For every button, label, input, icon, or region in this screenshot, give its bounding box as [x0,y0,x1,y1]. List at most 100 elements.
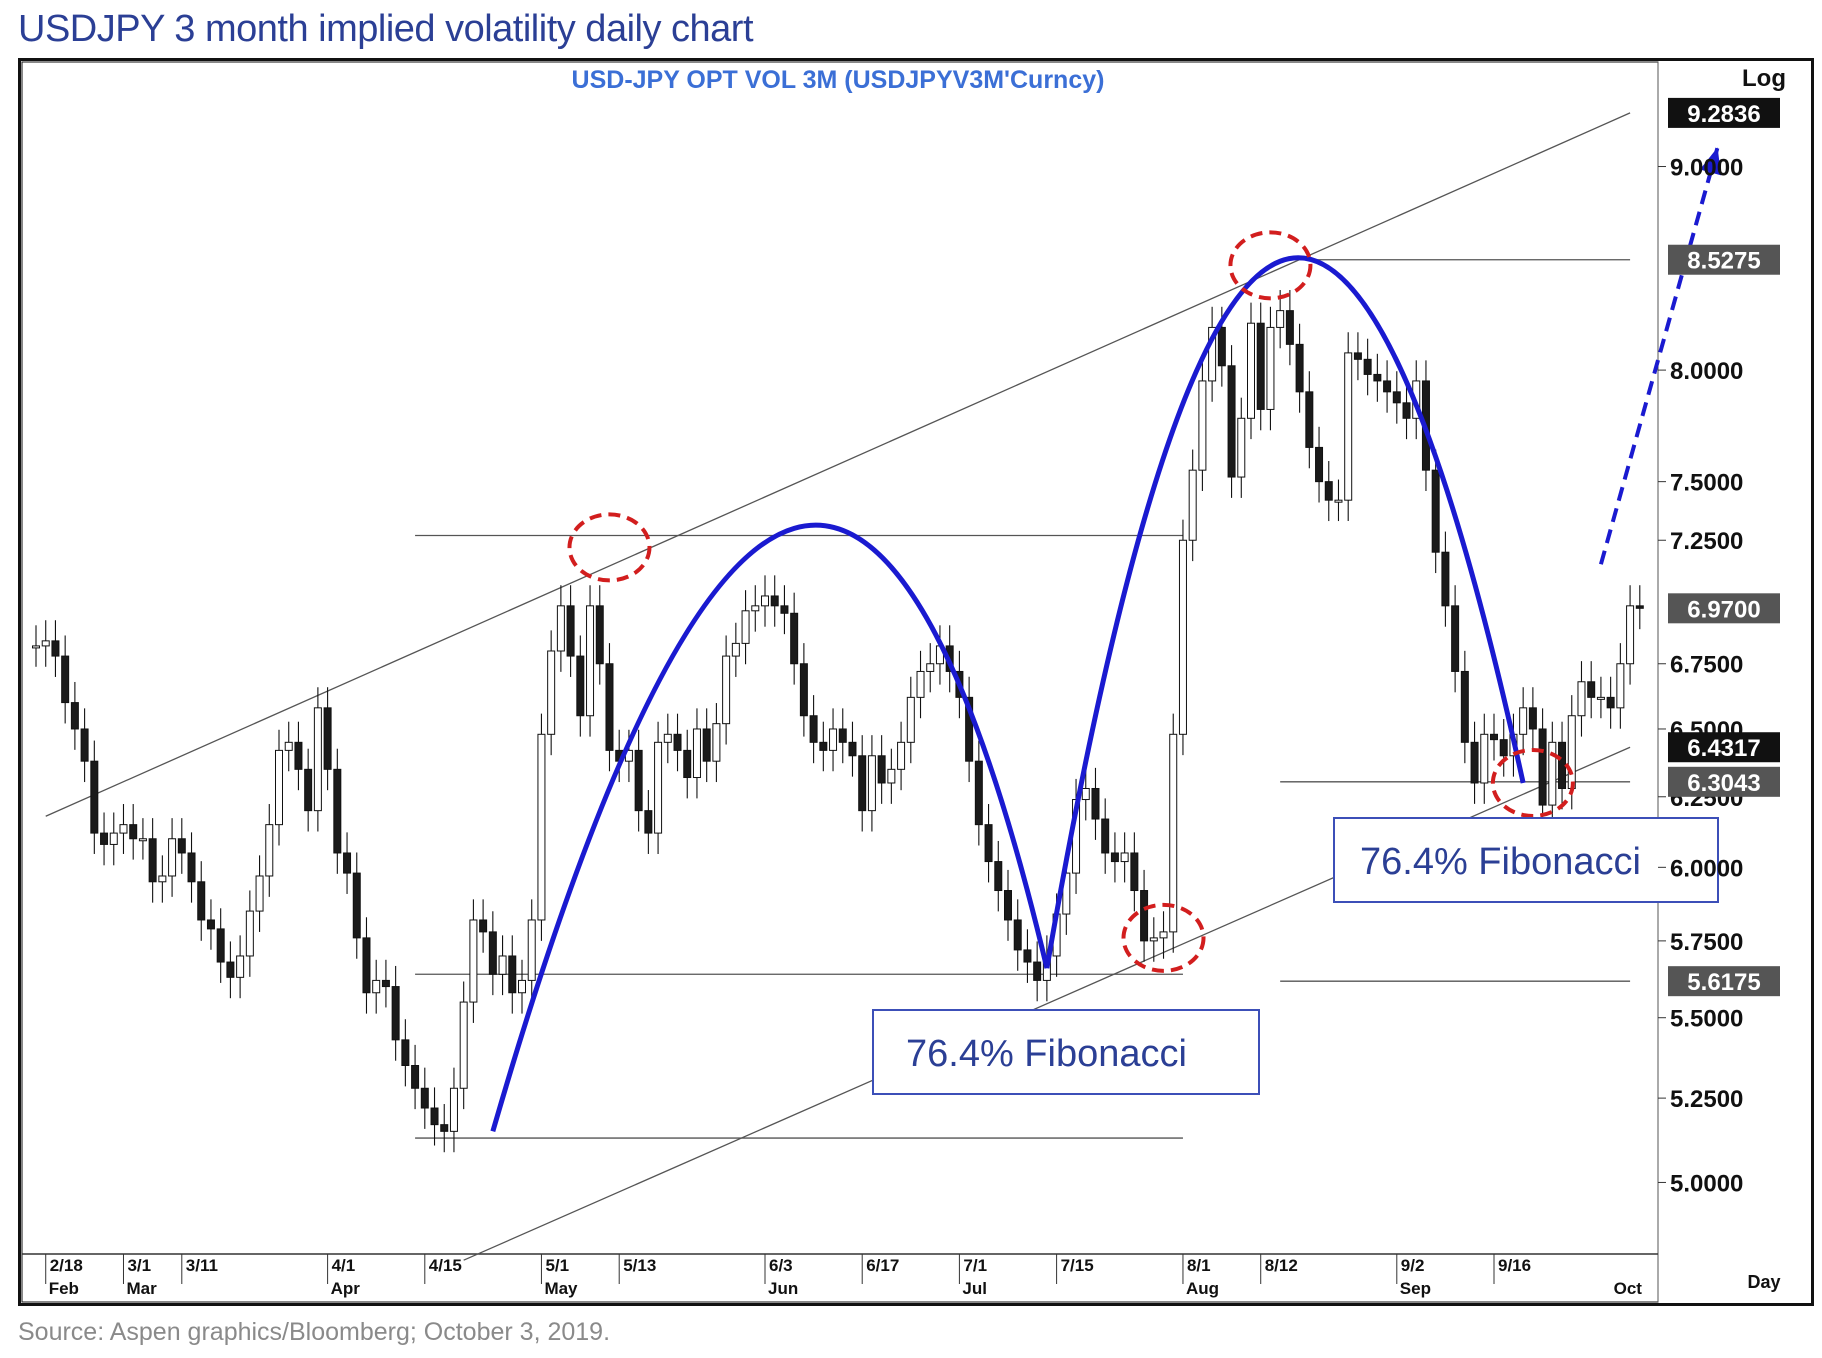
candle [41,620,50,667]
candle [498,935,507,996]
y-tick-label: 6.7500 [1670,652,1743,679]
price-label: 8.5275 [1687,248,1760,275]
projection-arrow-line [1598,146,1720,565]
candle [712,703,721,783]
candle-body-up [1334,499,1343,503]
candle [1548,721,1557,826]
candle-body-down [323,707,332,770]
candle-body-up [469,919,478,1003]
candle-body-down [1373,373,1382,382]
date-axis-layer: 2/18 3/1 3/11 4/1 4/15 5/1 5/13 6/3 6/17 7/1 7/15 8… [45,1254,1642,1298]
candle-body-down [333,768,342,854]
candle-body-down [391,986,400,1041]
y-tick-label: 5.2500 [1670,1086,1743,1113]
candle-body-down [148,838,157,883]
candle-body-down [70,702,79,730]
candle [343,832,352,894]
candle [70,681,79,750]
candle-body-up [751,605,760,612]
candle [187,832,196,903]
candle [488,911,497,996]
candle-body-down [566,605,575,657]
candle-body-up [119,824,128,834]
candle-body-up [1120,852,1129,863]
period-label: Day [1747,1272,1780,1292]
price-label: 6.4317 [1687,735,1760,762]
candle-body-up [1548,741,1557,806]
y-tick-label: 5.0000 [1670,1170,1743,1197]
x-date-label: 9/2 [1401,1256,1425,1275]
price-label-box [1668,732,1780,763]
chart-svg: 76.4% Fibonacci 76.4% Fibonacci 9.0000 8.… [18,58,1814,1306]
candle [1110,832,1119,883]
x-date-label: 3/11 [186,1256,218,1275]
candle-body-down [1402,402,1411,419]
candle [819,721,828,772]
candle [275,729,283,846]
candle [1285,290,1294,366]
candle-body-up [449,1087,458,1132]
candle-body-down [1013,919,1022,951]
pattern-arc [1044,255,1526,969]
candle [1295,323,1304,413]
fib-annotation-box-1 [872,1009,1260,1095]
candle-body-up [313,707,322,812]
candle [420,1067,429,1129]
candle [362,917,371,1014]
candle [51,620,60,677]
candle-body-up [1577,681,1586,717]
candle [236,935,245,999]
candle-body-up [537,733,546,921]
candle-body-down [187,852,196,883]
candle-body-up [1198,380,1207,471]
candle [109,812,118,866]
candle-body-down [1023,949,1032,963]
candle [32,625,40,667]
candle [829,708,838,772]
candle-body-up [245,910,254,957]
candle-body-up [527,919,536,981]
candle [1635,585,1644,630]
candle [100,812,109,866]
candle-body-down [1499,739,1508,757]
price-label: 9.2836 [1687,101,1760,128]
candle [1616,643,1625,729]
candle [751,585,760,632]
candle [586,585,595,737]
candle-body-down [80,728,89,762]
y-tick-label: 5.5000 [1670,1006,1743,1033]
candle-body-up [1159,931,1168,939]
x-date-label: 6/3 [769,1256,793,1275]
candle [654,721,663,854]
candle-body-up [1616,663,1625,709]
candle-body-up [32,645,40,649]
candle-body-down [197,881,206,921]
candle-body-down [965,696,974,762]
candle [1266,306,1275,431]
candle-body-down [1091,787,1100,820]
projection-arrow-head [1699,147,1722,176]
candle-body-down [206,919,215,930]
x-date-label: 7/1 [963,1256,987,1275]
candle-body-down [994,861,1003,892]
x-date-label: 8/12 [1265,1256,1298,1275]
candle-body-down [1383,380,1392,393]
candle [1004,869,1012,941]
candle-body-down [1315,446,1324,483]
price-label-box [1668,966,1780,997]
candle-body-up [887,768,896,784]
candle [1178,519,1187,756]
candle [1305,371,1314,469]
candle [984,804,993,883]
candle [1392,371,1401,424]
candle-body-up [1169,733,1178,933]
candle-body-down [129,824,138,840]
chart-border [18,58,1814,1306]
candle [333,748,342,874]
candle-body-down [1353,352,1362,360]
x-date-label: 4/1 [332,1256,356,1275]
candle-body-down [644,810,653,834]
candle [391,965,400,1061]
candle [1091,767,1100,840]
x-date-label: 7/15 [1061,1256,1094,1275]
